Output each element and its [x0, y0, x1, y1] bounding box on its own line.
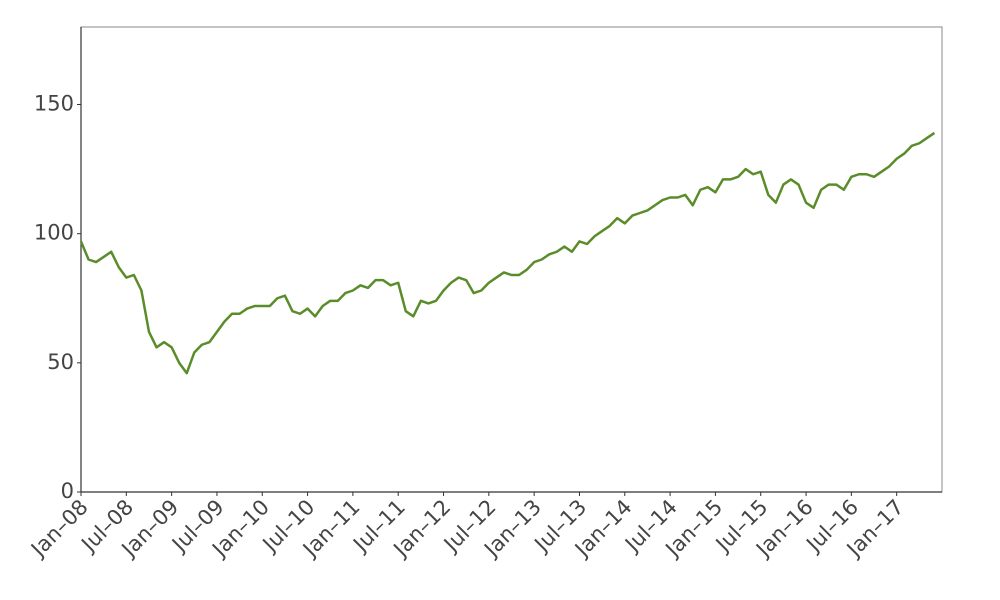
y-tick-label: 100 [34, 221, 74, 245]
line [79, 131, 936, 375]
y-tick-label: 50 [47, 350, 74, 374]
y-tick-label: 150 [34, 92, 74, 116]
x-tick-label: Jan–08 [25, 495, 93, 563]
y-tick-label: 0 [61, 479, 74, 503]
plot-frame [80, 26, 943, 493]
